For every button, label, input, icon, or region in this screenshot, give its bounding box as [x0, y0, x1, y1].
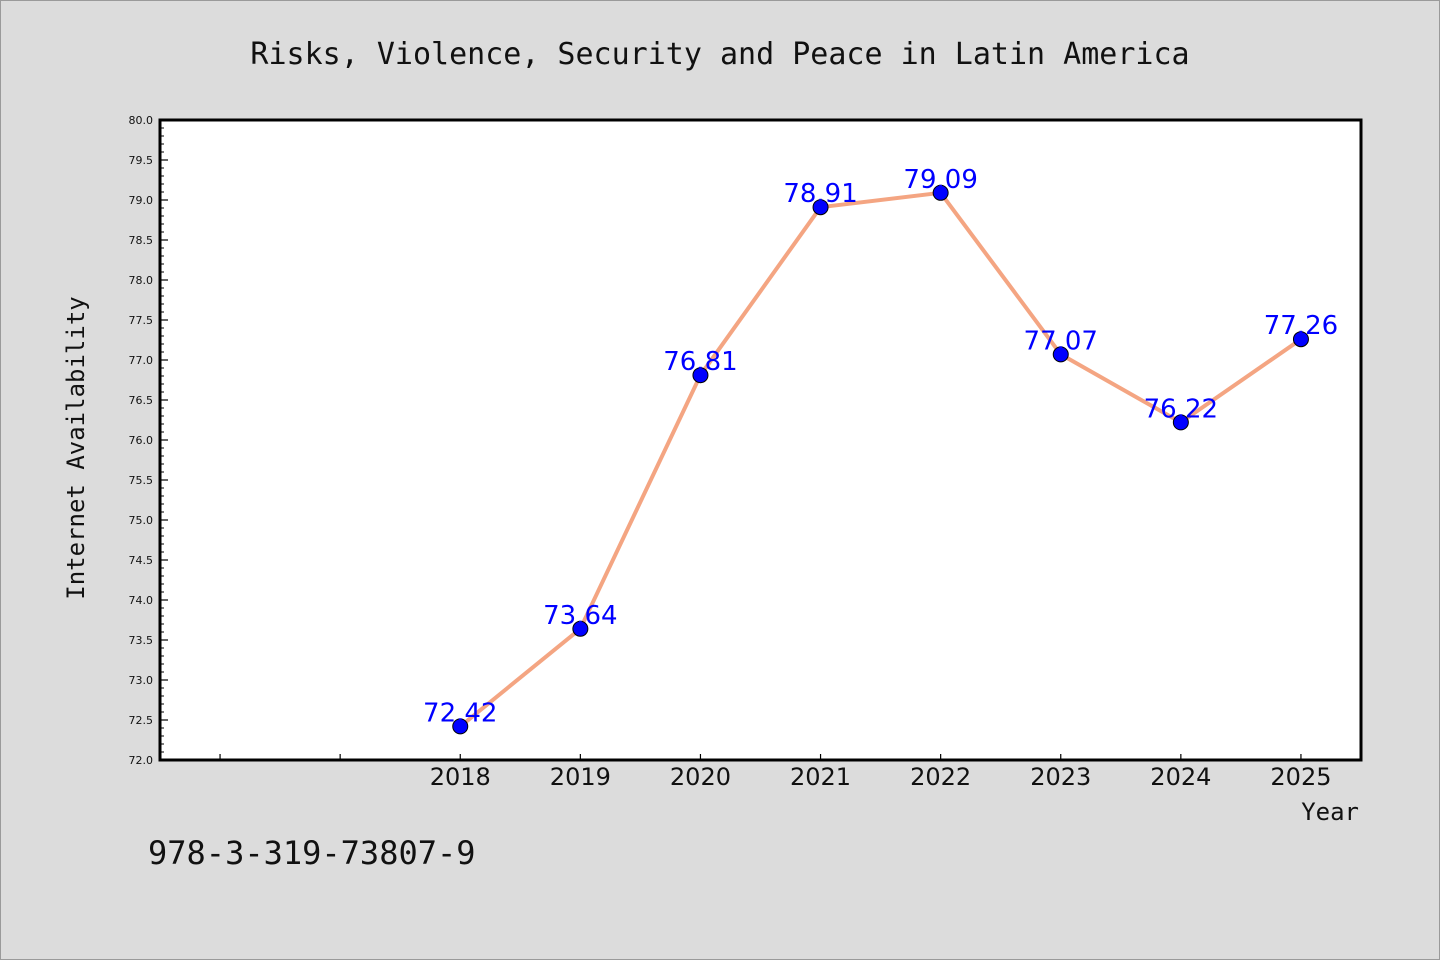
x-tick-label: 2019 — [550, 763, 611, 791]
x-tick-label: 2023 — [1030, 763, 1091, 791]
y-axis: 72.0 72.5 73.0 73.5 74.0 74.5 75.0 75.5 76.0 76.5… — [129, 114, 168, 767]
x-tick-label: 2020 — [670, 763, 731, 791]
y-tick-label: 73.5 — [129, 634, 154, 647]
y-tick-label: 79.0 — [129, 194, 154, 207]
data-label: 76.81 — [663, 347, 737, 377]
y-tick-label: 77.0 — [129, 354, 154, 367]
data-label: 72.42 — [423, 698, 497, 728]
plot-area — [160, 120, 1361, 760]
y-tick-label: 75.5 — [129, 474, 154, 487]
y-tick-label: 78.0 — [129, 274, 154, 287]
x-axis: 2018 2019 2020 2021 2022 2023 2024 2025 — [219, 754, 1331, 791]
x-tick-label: 2018 — [430, 763, 491, 791]
data-point — [812, 199, 829, 216]
y-tick-label: 74.0 — [129, 594, 154, 607]
data-label: 77.07 — [1024, 326, 1098, 356]
data-label: 79.09 — [903, 165, 977, 195]
data-point — [1172, 414, 1189, 431]
plot-border — [158, 118, 1363, 762]
x-axis-label: Year — [1301, 798, 1359, 826]
y-tick-label: 72.0 — [129, 754, 154, 767]
data-point — [452, 718, 469, 735]
y-tick-label: 73.0 — [129, 674, 154, 687]
y-tick-label: 77.5 — [129, 314, 154, 327]
y-tick-label: 80.0 — [129, 114, 154, 127]
data-label: 77.26 — [1264, 311, 1338, 341]
x-tick-label: 2025 — [1270, 763, 1331, 791]
data-point — [1292, 331, 1309, 348]
data-point — [572, 620, 589, 637]
x-tick-label: 2022 — [910, 763, 971, 791]
data-point — [932, 184, 949, 201]
y-tick-label: 74.5 — [129, 554, 154, 567]
data-point — [1052, 346, 1069, 363]
y-axis-label: Internet Availability — [62, 296, 90, 599]
y-tick-label: 76.0 — [129, 434, 154, 447]
series-line — [459, 190, 1303, 728]
data-label: 78.91 — [783, 179, 857, 209]
x-tick-label: 2024 — [1150, 763, 1211, 791]
data-markers — [452, 184, 1309, 735]
y-tick-label: 76.5 — [129, 394, 154, 407]
data-label: 76.22 — [1144, 394, 1218, 424]
y-tick-label: 72.5 — [129, 714, 154, 727]
data-labels: 72.42 73.64 76.81 78.91 79.09 77.07 76.22 77.26 — [423, 165, 1338, 729]
y-tick-label: 79.5 — [129, 154, 154, 167]
isbn-footer: 978-3-319-73807-9 — [148, 834, 476, 872]
x-tick-label: 2021 — [790, 763, 851, 791]
y-tick-label: 75.0 — [129, 514, 154, 527]
data-point — [692, 367, 709, 384]
data-label: 73.64 — [543, 601, 617, 631]
y-tick-label: 78.5 — [129, 234, 154, 247]
chart-title: Risks, Violence, Security and Peace in L… — [250, 37, 1189, 72]
